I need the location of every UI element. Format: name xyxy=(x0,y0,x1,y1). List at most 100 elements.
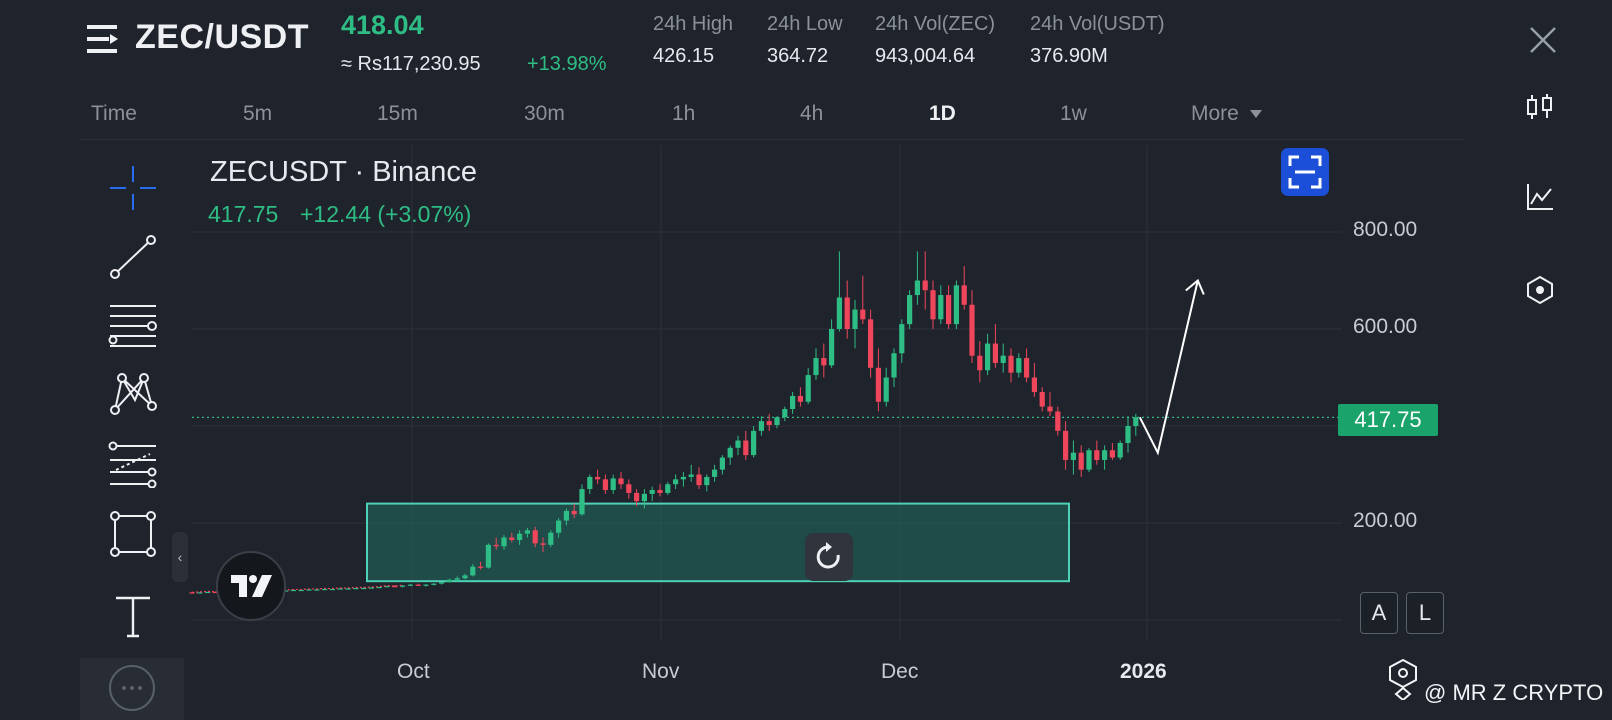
tf-4h[interactable]: 4h xyxy=(800,102,824,125)
candle-body xyxy=(322,588,328,591)
candle-body xyxy=(1094,450,1100,460)
chart-grid xyxy=(192,145,1342,640)
candle-body xyxy=(805,375,811,402)
text-icon[interactable] xyxy=(108,592,158,640)
candle-body xyxy=(501,537,507,547)
tf-30m[interactable]: 30m xyxy=(524,102,565,125)
tf-time[interactable]: Time xyxy=(91,102,137,125)
candle-body xyxy=(329,588,335,591)
candle-body xyxy=(899,324,905,354)
stat-value-24h-low: 364.72 xyxy=(767,45,829,67)
candle-body xyxy=(743,440,749,456)
candle-body xyxy=(618,478,624,485)
stat-value-24h-high: 426.15 xyxy=(653,45,715,67)
pattern-icon[interactable] xyxy=(108,370,158,418)
candle-body xyxy=(212,591,218,594)
reset-chart-button[interactable] xyxy=(805,533,853,581)
candle-body xyxy=(813,358,819,376)
candle-body xyxy=(1117,442,1123,458)
candle-body xyxy=(1133,417,1139,426)
toolbar-more-button[interactable] xyxy=(80,658,184,720)
chart-symbol-price: 417.75 xyxy=(208,201,279,227)
candle-body xyxy=(891,353,897,378)
candle-body xyxy=(922,280,928,291)
menu-icon[interactable] xyxy=(86,22,120,56)
candle-body xyxy=(509,537,515,540)
candle-body xyxy=(844,297,850,329)
candle-body xyxy=(532,530,538,544)
chevron-left-icon: ‹ xyxy=(177,549,183,565)
horizontal-lines-icon[interactable] xyxy=(108,302,158,350)
support-zone-rectangle[interactable] xyxy=(366,502,1070,583)
toolbar-collapse-tab[interactable]: ‹ xyxy=(172,532,188,582)
tf-more[interactable]: More xyxy=(1191,102,1263,126)
tf-1w[interactable]: 1w xyxy=(1060,102,1087,125)
close-icon[interactable] xyxy=(1527,24,1559,56)
projection-arrow[interactable] xyxy=(1138,278,1205,456)
candle-body xyxy=(431,583,437,585)
candle-body xyxy=(470,566,476,576)
candle-body xyxy=(306,589,312,591)
tf-1d[interactable]: 1D xyxy=(929,102,956,125)
settings-hex-icon[interactable] xyxy=(1525,275,1555,305)
more-dots-icon xyxy=(109,665,155,711)
candle-body xyxy=(751,430,757,456)
tf-1h[interactable]: 1h xyxy=(672,102,696,125)
candle-body xyxy=(1063,430,1069,460)
candle-body xyxy=(969,304,975,356)
candle-body xyxy=(719,457,725,470)
candle-body xyxy=(1024,358,1030,378)
candle-body xyxy=(961,285,967,305)
x-axis-label: Oct xyxy=(397,660,430,683)
candle-body xyxy=(353,587,359,590)
log-scale-button[interactable]: L xyxy=(1406,592,1444,634)
candle-body xyxy=(875,367,881,402)
fullscreen-icon xyxy=(1288,155,1322,189)
candle-body xyxy=(540,543,546,545)
tf-more-label: More xyxy=(1191,102,1239,125)
candle-body xyxy=(392,586,398,588)
candle-body xyxy=(641,493,647,502)
candle-body xyxy=(400,585,406,587)
tf-15m[interactable]: 15m xyxy=(377,102,418,125)
auto-scale-button[interactable]: A xyxy=(1360,592,1398,634)
candle-body xyxy=(493,544,499,547)
candle-body xyxy=(478,566,484,568)
y-axis-label: 800.00 xyxy=(1353,218,1418,241)
candle-body xyxy=(680,476,686,480)
rectangle-icon[interactable] xyxy=(108,510,158,558)
candle-body xyxy=(1000,355,1006,363)
watermark-text: @ MR Z CRYPTO xyxy=(1424,680,1604,705)
refresh-icon xyxy=(816,542,840,569)
candle-body xyxy=(735,440,741,448)
candle-body xyxy=(579,489,585,515)
moving-average-line xyxy=(191,584,403,593)
candle-body xyxy=(782,409,788,418)
y-axis-label: 600.00 xyxy=(1353,315,1418,338)
candle-body xyxy=(821,358,827,366)
tf-5m[interactable]: 5m xyxy=(243,102,273,125)
fiat-price: ≈ Rs117,230.95 xyxy=(341,53,481,75)
current-price-tag: 417.75 xyxy=(1338,404,1438,436)
candle-body xyxy=(696,474,702,486)
trend-line-icon[interactable] xyxy=(108,234,158,282)
fullscreen-button[interactable] xyxy=(1281,148,1329,196)
candle-body xyxy=(836,297,842,329)
x-axis-label: 2026 xyxy=(1120,660,1167,683)
candle-body xyxy=(634,492,640,502)
crosshair-icon[interactable] xyxy=(108,164,158,212)
fib-levels-icon[interactable] xyxy=(108,440,158,488)
candle-body xyxy=(977,355,983,371)
candle-body xyxy=(1047,406,1053,412)
indicators-icon[interactable] xyxy=(1525,182,1555,212)
trading-pair-title[interactable]: ZEC/USDT xyxy=(135,18,309,56)
candle-body xyxy=(361,587,367,590)
stat-value-24h-vol-zec: 943,004.64 xyxy=(875,45,976,67)
candlestick-icon[interactable] xyxy=(1525,92,1555,122)
candle-body xyxy=(1055,411,1061,431)
candle-body xyxy=(829,329,835,366)
tradingview-logo[interactable] xyxy=(216,551,286,621)
y-axis-label: 200.00 xyxy=(1353,509,1418,532)
candle-body xyxy=(938,295,944,320)
